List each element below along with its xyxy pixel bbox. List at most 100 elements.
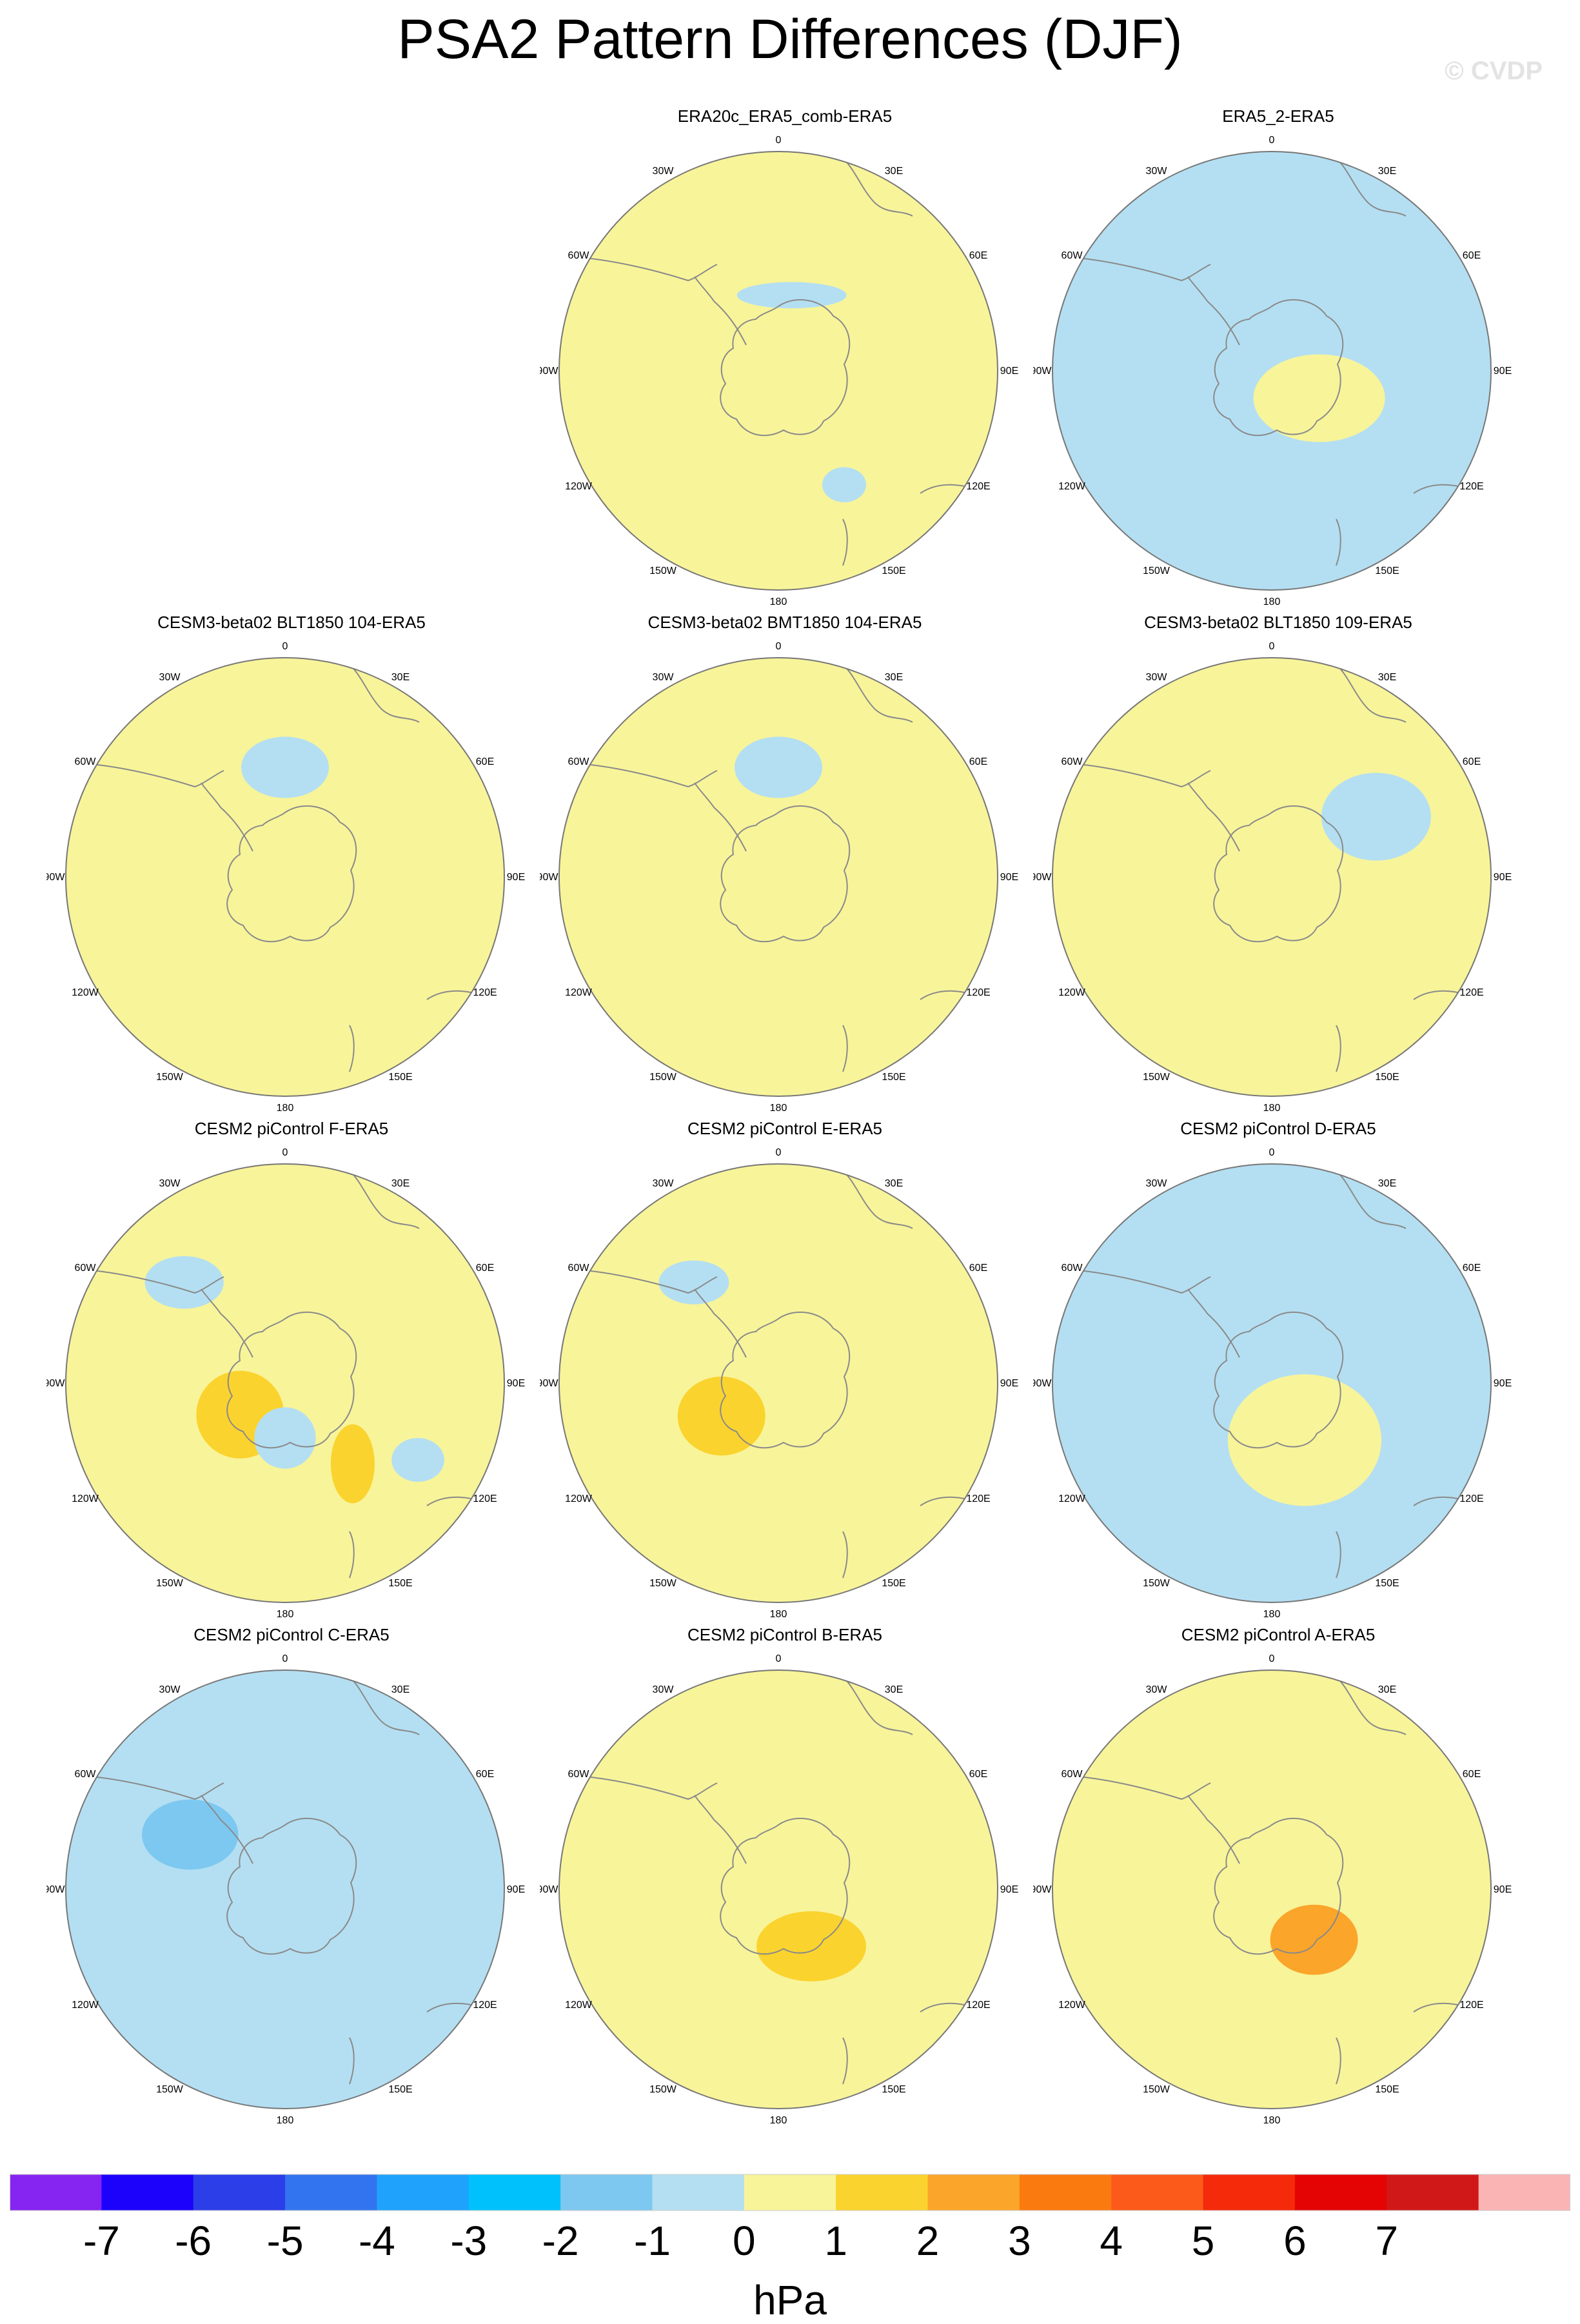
watermark: © CVDP [1445, 57, 1543, 85]
longitude-label: 90W [540, 366, 558, 377]
longitude-label: 90E [1494, 872, 1512, 883]
colorbar-tick-label: -7 [83, 2218, 120, 2264]
longitude-label: 150E [388, 2084, 412, 2095]
coastline [1187, 276, 1240, 346]
colorbar-tick-label: 3 [1008, 2218, 1031, 2264]
longitude-label: 90W [540, 1378, 558, 1389]
coastline [720, 299, 851, 437]
contour-blob [735, 736, 822, 798]
colorbar-tick-label: 5 [1191, 2218, 1215, 2264]
coastline [91, 1776, 224, 1800]
longitude-label: 0 [776, 1147, 782, 1158]
longitude-label: 120E [966, 2000, 990, 2011]
colorbar-tick-label: -6 [175, 2218, 212, 2264]
map-background [559, 658, 998, 1096]
panel-title: CESM3-beta02 BMT1850 104-ERA5 [647, 613, 922, 632]
colorbar-tick-label: -4 [358, 2218, 395, 2264]
longitude-label: 150E [1375, 2084, 1399, 2095]
polar-map: 0 30E 60E 90E 120E 150E 180 150W 120W 90W 60W 30W [1033, 1147, 1512, 1620]
colorbar-box [1387, 2174, 1479, 2211]
longitude-label: 60E [1463, 756, 1481, 767]
longitude-label: 90E [507, 1378, 525, 1389]
longitude-label: 180 [277, 1609, 294, 1620]
coastline [349, 1531, 355, 1579]
colorbar-box [468, 2174, 561, 2211]
panel-title: CESM3-beta02 BLT1850 104-ERA5 [157, 613, 426, 632]
colorbar-outline [10, 2174, 1570, 2211]
contour-blob [658, 1260, 729, 1305]
coastline [1336, 1531, 1341, 1579]
longitude-label: 60W [1062, 1769, 1083, 1780]
coastline [842, 2037, 848, 2085]
longitude-label: 120W [72, 2000, 99, 2011]
panel-title: CESM2 piControl B-ERA5 [687, 1625, 882, 1644]
longitude-label: 150W [156, 2084, 184, 2095]
longitude-label: 120W [565, 2000, 593, 2011]
longitude-label: 60E [476, 756, 494, 767]
coastline [842, 518, 848, 566]
longitude-label: 120E [473, 1493, 497, 1504]
longitude-label: 60W [1062, 756, 1083, 767]
polar-map: 0 30E 60E 90E 120E 150E 180 150W 120W 90W 60W 30W [540, 641, 1018, 1114]
longitude-label: 60W [75, 1263, 97, 1274]
colorbar-box [744, 2174, 836, 2211]
coastline [1336, 1025, 1341, 1072]
map-panel: CESM3-beta02 BMT1850 104-ERA5 0 30E 60E 90E 1… [540, 613, 1030, 1116]
longitude-label: 90E [1000, 872, 1018, 883]
longitude-label: 150E [1375, 1072, 1399, 1083]
coastline [349, 1025, 355, 1072]
longitude-label: 60W [75, 756, 97, 767]
coastline [842, 664, 913, 723]
coastline [842, 1025, 848, 1072]
coastline [1336, 664, 1407, 723]
longitude-label: 60W [568, 1769, 590, 1780]
coastline [694, 782, 747, 852]
longitude-label: 60W [1062, 1263, 1083, 1274]
longitude-label: 150W [156, 1578, 184, 1589]
coastline [842, 1170, 913, 1229]
coastline [584, 257, 718, 282]
polar-map: 0 30E 60E 90E 120E 150E 180 150W 120W 90W 60W 30W [1033, 641, 1512, 1114]
longitude-label: 60W [568, 756, 590, 767]
colorbar-tick-label: 2 [916, 2218, 940, 2264]
coastline [694, 1795, 747, 1864]
longitude-label: 150W [1143, 1072, 1170, 1083]
contour-blob [1321, 773, 1431, 861]
longitude-label: 90E [1494, 1378, 1512, 1389]
coastline [842, 1676, 913, 1735]
map-border [65, 657, 505, 1097]
longitude-label: 30E [1378, 1684, 1396, 1695]
longitude-label: 150W [156, 1072, 184, 1083]
longitude-label: 30E [391, 672, 410, 683]
longitude-label: 30W [159, 672, 181, 683]
longitude-label: 150E [1375, 566, 1399, 576]
coastline [1213, 805, 1344, 943]
map-background [559, 1670, 998, 2109]
colorbar-box [927, 2174, 1020, 2211]
map-background [66, 658, 504, 1096]
colorbar-tick-label: -5 [266, 2218, 304, 2264]
longitude-label: 0 [776, 135, 782, 146]
map-background [1052, 658, 1491, 1096]
map-background [66, 1164, 504, 1602]
longitude-label: 30W [1146, 1684, 1168, 1695]
longitude-label: 120W [1058, 481, 1086, 492]
longitude-label: 180 [1263, 1103, 1281, 1114]
coastline [1187, 782, 1240, 852]
longitude-label: 60E [476, 1769, 494, 1780]
coastline [1213, 299, 1344, 437]
colorbar-box [193, 2174, 286, 2211]
longitude-label: 30W [653, 166, 675, 177]
colorbar-tick-label: -3 [450, 2218, 488, 2264]
panel-title: CESM2 piControl C-ERA5 [193, 1625, 390, 1644]
longitude-label: 150W [649, 2084, 677, 2095]
longitude-label: 30E [885, 166, 903, 177]
longitude-label: 120W [565, 987, 593, 998]
coastline [1187, 1288, 1240, 1358]
panel-title: CESM2 piControl D-ERA5 [1180, 1119, 1376, 1138]
colorbar-box [101, 2174, 194, 2211]
coastline [584, 1776, 718, 1800]
longitude-label: 150W [649, 1578, 677, 1589]
coastline [694, 1288, 747, 1358]
longitude-label: 90E [1494, 1884, 1512, 1895]
